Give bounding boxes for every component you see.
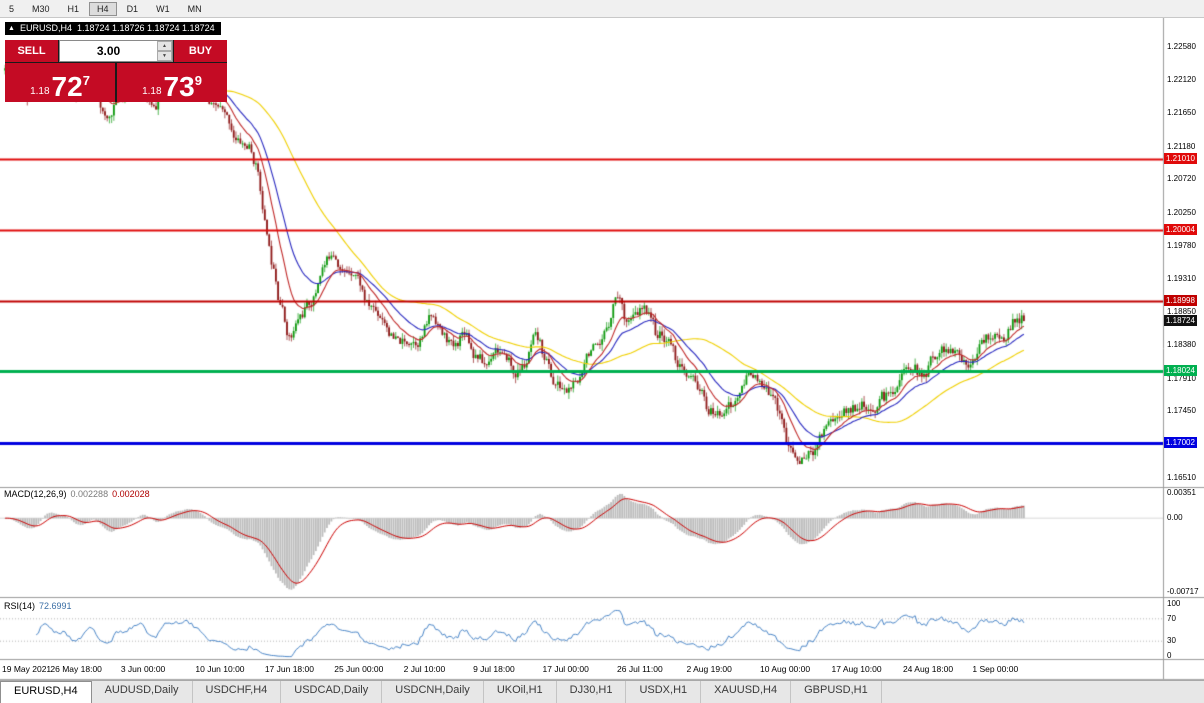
price-axis-tick: 1.17450 bbox=[1167, 406, 1196, 416]
buy-price-sup: 9 bbox=[194, 73, 202, 88]
spin-down-icon: ▼ bbox=[162, 52, 167, 59]
macd-title: MACD(12,26,9) bbox=[4, 489, 67, 499]
chart-tab-dj30[interactable]: DJ30,H1 bbox=[557, 681, 627, 703]
rsi-axis-tick: 30 bbox=[1167, 636, 1176, 646]
macd-indicator-title: MACD(12,26,9) 0.002288 0.002028 bbox=[4, 489, 150, 499]
buy-button[interactable]: BUY bbox=[174, 40, 227, 62]
buy-price-box[interactable]: 1.18 73 9 bbox=[117, 63, 227, 102]
time-axis-label: 10 Jun 10:00 bbox=[195, 664, 245, 674]
rsi-indicator-title: RSI(14) 72.6991 bbox=[4, 601, 72, 611]
price-axis-tick: 1.20250 bbox=[1167, 207, 1196, 217]
sell-price-sup: 7 bbox=[82, 73, 90, 88]
current-price-tag: 1.18724 bbox=[1164, 314, 1197, 326]
level-price-tag: 1.18024 bbox=[1164, 364, 1197, 376]
timeframe-toolbar: 5 M30 H1 H4 D1 W1 MN bbox=[0, 0, 1204, 18]
macd-value-signal: 0.002028 bbox=[112, 489, 150, 499]
time-axis-label: 26 Jul 11:00 bbox=[617, 664, 663, 674]
timeframe-button-w1[interactable]: W1 bbox=[156, 3, 170, 14]
time-axis-label: 1 Sep 00:00 bbox=[972, 664, 1019, 674]
time-axis-label: 24 Aug 18:00 bbox=[902, 664, 954, 674]
time-axis-label: 2 Jul 10:00 bbox=[403, 664, 446, 674]
time-axis-label: 3 Jun 00:00 bbox=[120, 664, 166, 674]
time-axis-label: 10 Aug 00:00 bbox=[760, 664, 811, 674]
chart-tab-usdx[interactable]: USDX,H1 bbox=[626, 681, 702, 703]
price-axis-tick: 1.21180 bbox=[1167, 141, 1196, 151]
price-axis-tick: 1.19310 bbox=[1167, 274, 1196, 284]
chart-tab-usdcnh[interactable]: USDCNH,Daily bbox=[382, 681, 484, 703]
volume-input[interactable]: 3.00 bbox=[96, 44, 121, 58]
chart-tab-bar: EURUSD,H4 AUDUSD,Daily USDCHF,H4 USDCAD,Dai… bbox=[0, 680, 1204, 703]
time-axis-label: 19 May 2021 bbox=[2, 664, 52, 674]
chart-tab-audusd[interactable]: AUDUSD,Daily bbox=[92, 681, 193, 703]
volume-box: 3.00 ▲ ▼ bbox=[59, 40, 173, 62]
timeframe-button-h1[interactable]: H1 bbox=[67, 3, 80, 14]
level-price-tag: 1.21010 bbox=[1164, 152, 1197, 164]
price-axis-tick: 1.18850 bbox=[1167, 307, 1196, 316]
rsi-value: 72.6991 bbox=[39, 601, 72, 611]
time-axis-label: 25 Jun 00:00 bbox=[334, 664, 384, 674]
macd-axis-zero: 0.00 bbox=[1167, 513, 1183, 523]
time-axis-label: 2 Aug 19:00 bbox=[686, 664, 732, 674]
time-axis-label: 26 May 18:00 bbox=[50, 664, 102, 674]
price-axis-tick: 1.20720 bbox=[1167, 174, 1196, 184]
spin-up-icon: ▲ bbox=[162, 42, 167, 49]
chart-tab-ukoil[interactable]: UKOil,H1 bbox=[484, 681, 557, 703]
chart-tab-gbpusd[interactable]: GBPUSD,H1 bbox=[791, 681, 882, 703]
time-axis-label: 17 Jun 18:00 bbox=[264, 664, 314, 674]
buy-price-big: 73 bbox=[163, 71, 195, 102]
timeframe-button-5[interactable]: 5 bbox=[9, 3, 15, 14]
time-axis-label: 17 Aug 10:00 bbox=[831, 664, 882, 674]
chart-tab-xauusd[interactable]: XAUUSD,H4 bbox=[701, 681, 792, 703]
price-axis-tick: 1.16510 bbox=[1167, 473, 1196, 483]
buy-price-prefix: 1.18 bbox=[142, 86, 162, 97]
timeframe-button-mn[interactable]: MN bbox=[187, 3, 202, 14]
chart-symbol: EURUSD,H4 bbox=[19, 23, 72, 33]
macd-axis-min: -0.00717 bbox=[1167, 587, 1199, 596]
chart-tab-eurusd[interactable]: EURUSD,H4 bbox=[0, 681, 92, 703]
time-axis-label: 17 Jul 00:00 bbox=[542, 664, 589, 674]
level-price-tag: 1.17002 bbox=[1164, 437, 1197, 449]
rsi-axis-tick: 100 bbox=[1167, 599, 1181, 608]
timeframe-button-m30[interactable]: M30 bbox=[32, 3, 50, 14]
collapse-arrow-icon[interactable]: ▲ bbox=[8, 25, 15, 32]
chart-ohlc-header: ▲ EURUSD,H4 1.18724 1.18726 1.18724 1.18… bbox=[5, 22, 221, 35]
price-axis-tick: 1.19780 bbox=[1167, 240, 1196, 250]
timeframe-button-d1[interactable]: D1 bbox=[126, 3, 139, 14]
price-axis-tick: 1.22580 bbox=[1167, 42, 1196, 52]
level-price-tag: 1.20004 bbox=[1164, 224, 1197, 236]
rsi-axis-tick: 70 bbox=[1167, 613, 1176, 623]
price-axis-tick: 1.18380 bbox=[1167, 340, 1196, 350]
level-price-tag: 1.18998 bbox=[1164, 295, 1197, 307]
timeframe-button-h4[interactable]: H4 bbox=[89, 1, 117, 16]
volume-up-button[interactable]: ▲ bbox=[157, 41, 172, 51]
rsi-title: RSI(14) bbox=[4, 601, 36, 611]
price-axis-tick: 1.22120 bbox=[1167, 74, 1196, 84]
sell-price-box[interactable]: 1.18 72 7 bbox=[5, 63, 115, 102]
sell-price-prefix: 1.18 bbox=[30, 86, 50, 97]
rsi-axis-tick: 0 bbox=[1167, 651, 1172, 660]
one-click-trading-panel: SELL 3.00 ▲ ▼ BUY 1.18 72 7 1.18 73 9 bbox=[5, 40, 227, 102]
macd-value-main: 0.002288 bbox=[70, 489, 109, 499]
chart-tab-usdchf[interactable]: USDCHF,H4 bbox=[193, 681, 282, 703]
sell-button[interactable]: SELL bbox=[5, 40, 58, 62]
price-axis-tick: 1.17910 bbox=[1167, 373, 1196, 383]
time-axis-label: 9 Jul 18:00 bbox=[473, 664, 515, 674]
sell-price-big: 72 bbox=[51, 71, 83, 102]
chart-ohlc-values: 1.18724 1.18726 1.18724 1.18724 bbox=[76, 23, 215, 33]
price-axis-tick: 1.21650 bbox=[1167, 108, 1196, 118]
volume-down-button[interactable]: ▼ bbox=[157, 51, 172, 61]
macd-axis-max: 0.00351 bbox=[1167, 488, 1196, 497]
chart-tab-usdcad[interactable]: USDCAD,Daily bbox=[281, 681, 383, 703]
